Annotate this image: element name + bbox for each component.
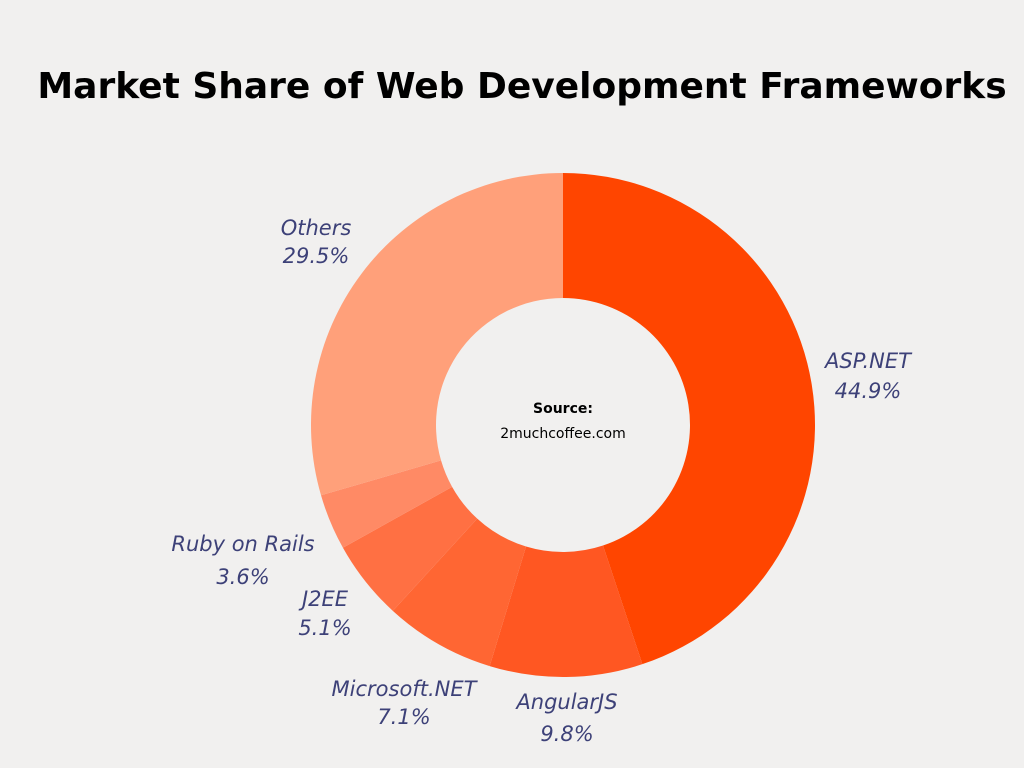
slice xyxy=(310,173,563,496)
chart-title: Market Share of Web Development Framewor… xyxy=(37,66,1006,107)
slice-name: J2EE xyxy=(298,587,349,611)
slice-value: 5.1% xyxy=(298,616,351,640)
slice xyxy=(563,173,816,665)
slice-value: 7.1% xyxy=(377,705,430,729)
slice-name: ASP.NET xyxy=(823,349,913,373)
slice-value: 44.9% xyxy=(835,379,902,403)
center-label: Source: xyxy=(533,401,593,417)
donut xyxy=(310,173,816,677)
slice xyxy=(489,545,643,677)
slice-name: Microsoft.NET xyxy=(332,677,479,701)
slice xyxy=(342,486,478,611)
slice xyxy=(321,460,453,548)
slice-name: Others xyxy=(281,216,352,240)
slice xyxy=(392,518,527,667)
slice-value: 29.5% xyxy=(283,244,350,268)
center-label: 2muchcoffee.com xyxy=(500,426,625,442)
slice-name: Ruby on Rails xyxy=(171,532,314,556)
slice-value: 3.6% xyxy=(216,565,269,589)
slice-name: AngularJS xyxy=(514,690,617,714)
slice-value: 9.8% xyxy=(540,722,593,746)
